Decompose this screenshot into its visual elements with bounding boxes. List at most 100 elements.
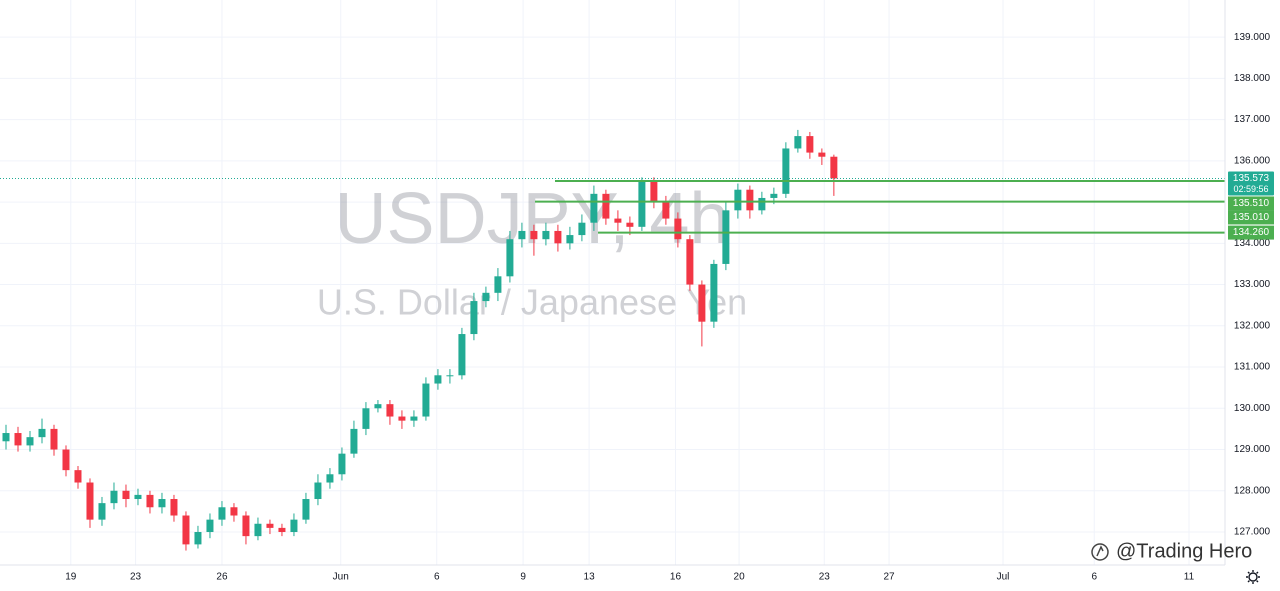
x-tick-label: 6 — [434, 572, 440, 583]
candle-body — [74, 470, 82, 483]
y-tick-label: 132.000 — [1234, 320, 1271, 331]
level-badge — [1228, 210, 1274, 225]
candle-body — [602, 193, 610, 219]
x-tick-label: 26 — [216, 572, 228, 583]
candle-body — [758, 197, 766, 211]
candle-body — [830, 156, 838, 179]
x-tick-label: 16 — [670, 572, 682, 583]
candle-body — [170, 499, 178, 516]
candle-body — [2, 433, 10, 442]
candle-body — [614, 218, 622, 223]
level-badge — [1228, 225, 1274, 240]
candle-body — [206, 519, 214, 533]
candle-body — [146, 494, 154, 508]
x-tick-label: Jul — [997, 572, 1010, 583]
candle-body — [470, 301, 478, 335]
level-badge — [1228, 196, 1274, 211]
y-tick-label: 129.000 — [1234, 444, 1271, 455]
candle-body — [554, 230, 562, 244]
candle-body — [746, 189, 754, 211]
level-label: 135.010 — [1233, 212, 1270, 223]
candle-body — [506, 239, 514, 277]
candle-body — [134, 494, 142, 500]
y-tick-label: 133.000 — [1234, 279, 1271, 290]
candle-body — [434, 375, 442, 384]
y-tick-label: 127.000 — [1234, 527, 1271, 538]
candle-body — [50, 428, 58, 450]
candle-body — [302, 499, 310, 520]
y-tick-label: 134.000 — [1234, 238, 1271, 249]
candle-body — [770, 193, 778, 198]
candle-body — [266, 523, 274, 528]
y-tick-label: 128.000 — [1234, 485, 1271, 496]
x-tick-label: 27 — [883, 572, 895, 583]
candle-body — [578, 222, 586, 236]
candle-body — [422, 383, 430, 417]
candle-body — [806, 136, 814, 153]
x-tick-label: Jun — [333, 572, 349, 583]
overlay — [0, 177, 1225, 234]
candle-body — [290, 519, 298, 533]
candle-body — [122, 490, 130, 500]
watermark-description: U.S. Dollar / Japanese Yen — [317, 282, 747, 323]
watermark-symbol: USDJPY, 4h — [335, 179, 730, 259]
candle-body — [566, 235, 574, 244]
candle-body — [710, 263, 718, 322]
settings-icon[interactable] — [1246, 570, 1260, 584]
candle-body — [590, 193, 598, 223]
candle-body — [734, 189, 742, 211]
candle-body — [722, 210, 730, 264]
level-label: 135.510 — [1233, 198, 1270, 209]
x-tick-label: 13 — [584, 572, 596, 583]
candle-body — [62, 449, 70, 471]
x-tick-label: 23 — [819, 572, 831, 583]
candle-body — [230, 507, 238, 516]
countdown-label: 02:59:56 — [1233, 184, 1268, 194]
candle-body — [314, 482, 322, 500]
candle-body — [326, 474, 334, 483]
candle-body — [38, 428, 46, 438]
candle-body — [458, 334, 466, 376]
candle-body — [494, 276, 502, 293]
candles — [2, 129, 838, 551]
x-tick-label: 20 — [734, 572, 746, 583]
candle-body — [626, 222, 634, 227]
candle-body — [374, 404, 382, 409]
candle-body — [158, 499, 166, 508]
x-tick-label: 11 — [1184, 572, 1195, 583]
candle-body — [218, 507, 226, 520]
candle-body — [86, 482, 94, 520]
candle-body — [182, 515, 190, 545]
candle-body — [338, 453, 346, 475]
current-price-label: 135.573 — [1233, 173, 1270, 184]
candle-body — [98, 503, 106, 520]
candle-body — [782, 148, 790, 194]
candle-body — [686, 239, 694, 285]
y-tick-label: 139.000 — [1234, 32, 1271, 43]
x-tick-label: 23 — [130, 572, 142, 583]
y-tick-label: 136.000 — [1234, 155, 1271, 166]
candle-body — [482, 292, 490, 302]
candle-body — [698, 284, 706, 322]
level-label: 134.260 — [1233, 227, 1270, 238]
candle-body — [650, 181, 658, 203]
candle-body — [110, 490, 118, 504]
candle-body — [242, 515, 250, 537]
candle-body — [818, 152, 826, 157]
candle-body — [542, 230, 550, 240]
candle-body — [662, 202, 670, 219]
candle-body — [398, 416, 406, 421]
current-price-badge — [1228, 171, 1274, 196]
x-tick-label: 9 — [520, 572, 526, 583]
x-tick-label: 6 — [1091, 572, 1097, 583]
candle-body — [386, 404, 394, 417]
candle-body — [518, 230, 526, 240]
candle-body — [26, 437, 34, 446]
candle-body — [638, 181, 646, 227]
candle-body — [254, 523, 262, 537]
candle-body — [530, 230, 538, 240]
candle-body — [794, 136, 802, 149]
candle-body — [446, 375, 454, 377]
x-tick-label: 19 — [65, 572, 77, 583]
